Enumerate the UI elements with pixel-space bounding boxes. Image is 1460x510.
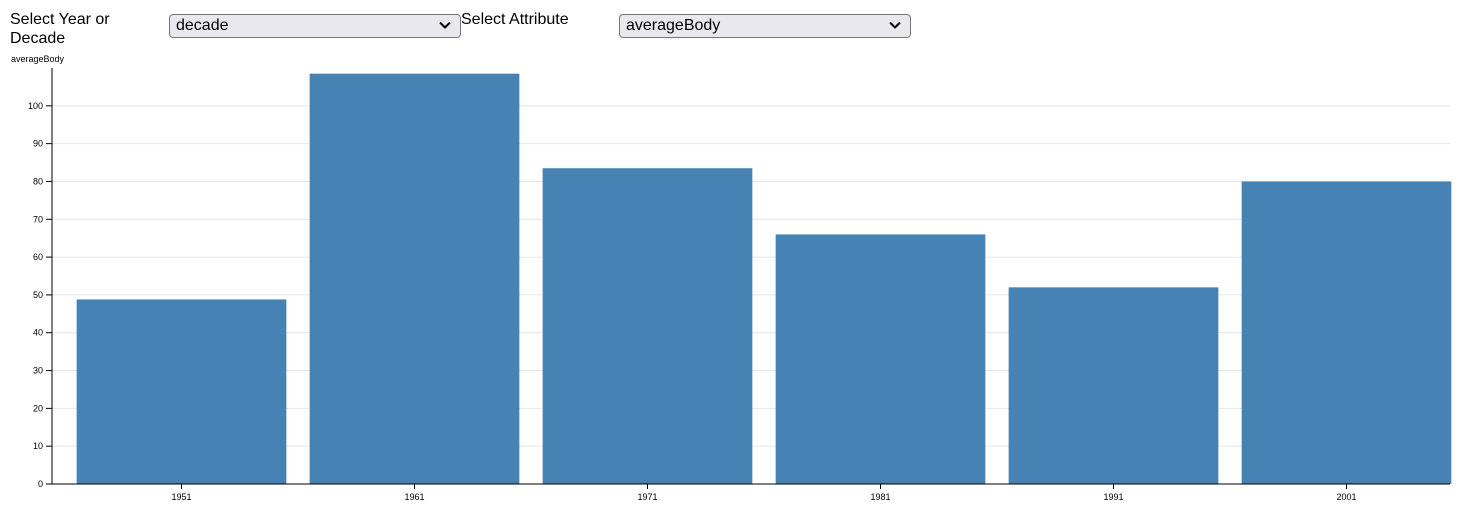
y-tick-label: 30 xyxy=(33,366,43,376)
y-tick-label: 10 xyxy=(33,441,43,451)
bar-2001 xyxy=(1241,181,1452,485)
attribute-label: Select Attribute xyxy=(461,11,569,28)
controls-bar: Select Year or Decade decade Select Attr… xyxy=(0,0,1460,60)
bar-1961 xyxy=(309,73,520,484)
chevron-down-icon xyxy=(889,21,901,29)
bars xyxy=(76,73,1452,485)
bar-1971 xyxy=(542,168,753,484)
x-tick-label: 1971 xyxy=(637,492,657,502)
bar-1981 xyxy=(775,234,986,484)
chevron-down-icon xyxy=(439,21,451,29)
bar-1951 xyxy=(76,299,287,484)
y-tick-label: 80 xyxy=(33,176,43,186)
y-tick-label: 50 xyxy=(33,290,43,300)
x-tick-label: 1961 xyxy=(404,492,424,502)
year-decade-label: Select Year or Decade xyxy=(10,11,110,47)
y-tick-label: 40 xyxy=(33,328,43,338)
x-tick-label: 2001 xyxy=(1336,492,1356,502)
attribute-select[interactable]: averageBody xyxy=(619,14,911,38)
y-tick-label: 0 xyxy=(38,479,43,489)
x-tick-label: 1951 xyxy=(171,492,191,502)
year-decade-select-value: decade xyxy=(176,17,229,34)
bar-1991 xyxy=(1008,287,1219,484)
y-tick-label: 70 xyxy=(33,214,43,224)
axes: 0 10 20 30 40 50 60 70 80 90 100 1951 1961 1971 1981 19… xyxy=(28,68,1450,502)
attribute-select-value: averageBody xyxy=(626,17,721,34)
year-decade-select[interactable]: decade xyxy=(169,14,461,38)
y-axis-label: averageBody xyxy=(11,54,65,64)
y-tick-label: 20 xyxy=(33,403,43,413)
x-tick-label: 1991 xyxy=(1103,492,1123,502)
x-tick-label: 1981 xyxy=(870,492,890,502)
y-tick-label: 90 xyxy=(33,139,43,149)
y-tick-label: 100 xyxy=(28,101,43,111)
y-tick-label: 60 xyxy=(33,252,43,262)
